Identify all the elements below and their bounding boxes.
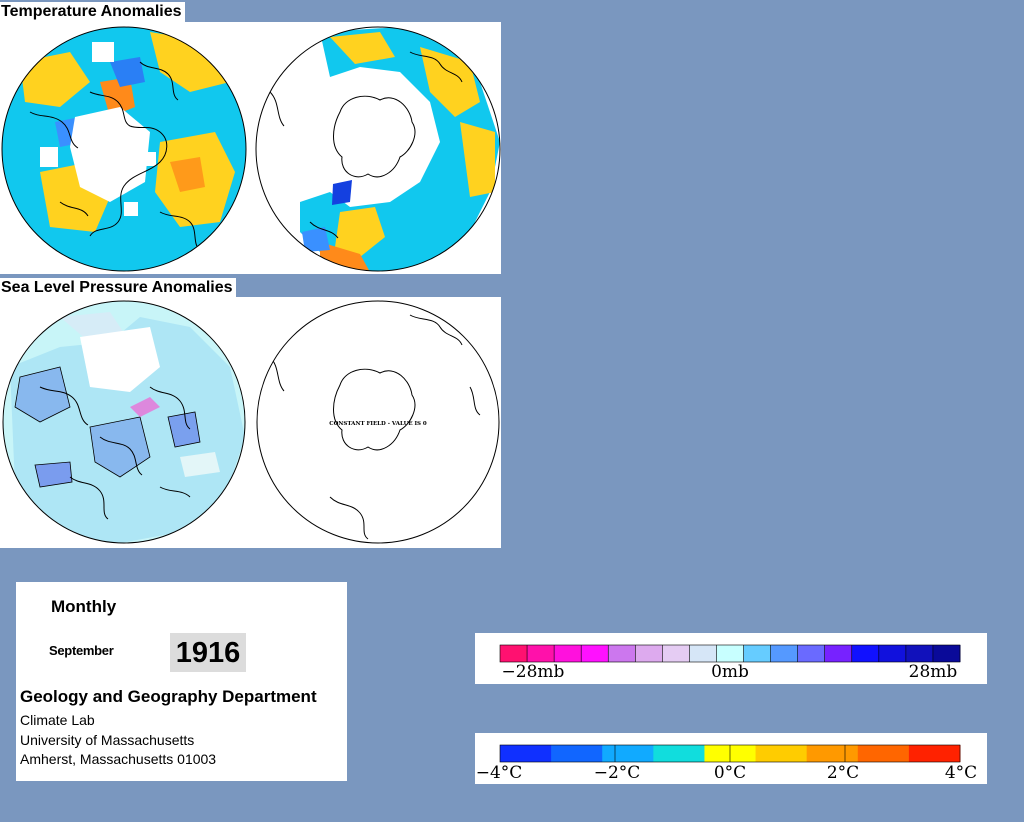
temperature-color-scale: −4°C −2°C 0°C 2°C 4°C [475, 733, 987, 784]
pressure-scale-label-min: −28mb [502, 662, 565, 682]
temperature-scale-label-zero: 0°C [714, 763, 746, 783]
pressure-scale-label-max: 28mb [909, 662, 958, 682]
pressure-scale-swatch-2 [554, 645, 582, 662]
pressure-scale-swatch-16 [932, 645, 961, 662]
pressure-scale-swatch-0 [500, 645, 528, 662]
period-mode: Monthly [51, 597, 117, 616]
pressure-southern-hemisphere-globe: CONSTANT FIELD - VALUE IS 0 [256, 300, 500, 544]
temperature-northern-hemisphere-globe [1, 26, 247, 272]
pressure-map-panel: CONSTANT FIELD - VALUE IS 0 [0, 297, 501, 548]
temperature-scale-swatches [499, 744, 961, 763]
temperature-title: Temperature Anomalies [0, 2, 185, 22]
temperature-scale-swatch-3 [653, 745, 705, 762]
pressure-scale-swatches [499, 644, 961, 663]
temperature-scale-swatch-5 [755, 745, 808, 762]
temperature-scale-swatch-7 [857, 745, 910, 762]
pressure-scale-swatch-border [499, 644, 961, 663]
temperature-scale-label-minus4: −4°C [476, 763, 523, 783]
temperature-scale-swatch-6 [806, 745, 859, 762]
temperature-scale-swatch-0 [500, 745, 552, 762]
temperature-southern-hemisphere-globe [255, 26, 501, 272]
pressure-scale-swatch-8 [716, 645, 745, 662]
pressure-scale-swatch-4 [608, 645, 636, 662]
temperature-map-panel [0, 22, 501, 274]
pressure-scale-swatch-15 [905, 645, 934, 662]
temperature-scale-label-plus2: 2°C [827, 763, 859, 783]
temperature-scale-swatch-8 [908, 745, 961, 762]
pressure-scale-swatch-14 [878, 645, 907, 662]
pressure-scale-swatch-11 [797, 645, 826, 662]
pressure-scale-swatch-13 [851, 645, 880, 662]
department-name: Geology and Geography Department [20, 687, 317, 706]
temperature-scale-swatch-border [499, 744, 961, 763]
pressure-title: Sea Level Pressure Anomalies [0, 278, 236, 298]
pressure-northern-hemisphere-globe [2, 300, 246, 544]
pressure-scale-swatch-6 [662, 645, 690, 662]
temperature-scale-label-plus4: 4°C [945, 763, 977, 783]
temperature-scale-swatch-2 [602, 745, 654, 762]
month-label: September [49, 643, 114, 658]
temperature-scale-label-minus2: −2°C [594, 763, 641, 783]
pressure-scale-swatch-3 [581, 645, 609, 662]
info-box: Monthly September 1916 Geology and Geogr… [16, 582, 347, 781]
pressure-scale-swatch-9 [743, 645, 772, 662]
pressure-scale-swatch-10 [770, 645, 799, 662]
pressure-scale-swatch-7 [689, 645, 717, 662]
pressure-scale-swatch-5 [635, 645, 663, 662]
year-display: 1916 [170, 633, 246, 672]
pressure-scale-swatch-1 [527, 645, 555, 662]
temperature-scale-swatch-1 [551, 745, 603, 762]
address-line: Amherst, Massachusetts 01003 [20, 751, 217, 767]
lab-name: Climate Lab [20, 712, 95, 728]
pressure-scale-label-zero: 0mb [711, 662, 749, 682]
pressure-color-scale: −28mb 0mb 28mb [475, 633, 987, 684]
constant-field-note: CONSTANT FIELD - VALUE IS 0 [329, 421, 427, 427]
pressure-scale-swatch-12 [824, 645, 853, 662]
university-name: University of Massachusetts [20, 732, 195, 748]
